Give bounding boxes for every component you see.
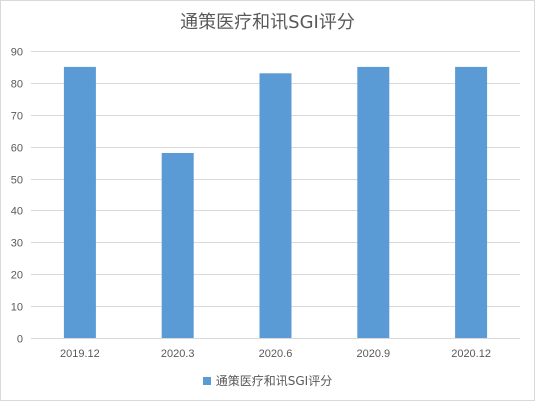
chart-title: 通策医疗和讯SGI评分 <box>180 12 355 33</box>
bar <box>259 73 292 339</box>
y-tick-label: 30 <box>11 238 23 250</box>
bars <box>63 66 488 339</box>
legend-label: 通策医疗和讯SGI评分 <box>215 374 333 388</box>
bar <box>63 66 96 339</box>
y-tick-label: 60 <box>11 143 23 155</box>
x-tick-label: 2020.9 <box>356 348 390 360</box>
y-tick-label: 90 <box>11 47 23 59</box>
x-axis-labels: 2019.12 2020.3 2020.6 2020.9 2020.12 <box>60 348 491 360</box>
y-tick-label: 20 <box>11 270 23 282</box>
x-tick-label: 2020.3 <box>161 348 195 360</box>
bar <box>357 66 390 339</box>
y-tick-label: 50 <box>11 175 23 187</box>
bar <box>455 66 488 339</box>
bar <box>161 153 194 338</box>
y-tick-label: 70 <box>11 111 23 123</box>
legend: 通策医疗和讯SGI评分 <box>0 372 535 389</box>
x-tick-label: 2020.12 <box>451 348 491 360</box>
legend-swatch <box>202 376 211 385</box>
y-tick-label: 40 <box>11 206 23 218</box>
y-tick-label: 10 <box>11 302 23 314</box>
x-tick-label: 2020.6 <box>259 348 293 360</box>
y-tick-label: 80 <box>11 79 23 91</box>
x-tick-label: 2019.12 <box>60 348 100 360</box>
y-axis-labels: 0 10 20 30 40 50 60 70 80 90 <box>11 47 23 346</box>
y-tick-label: 0 <box>17 334 23 346</box>
